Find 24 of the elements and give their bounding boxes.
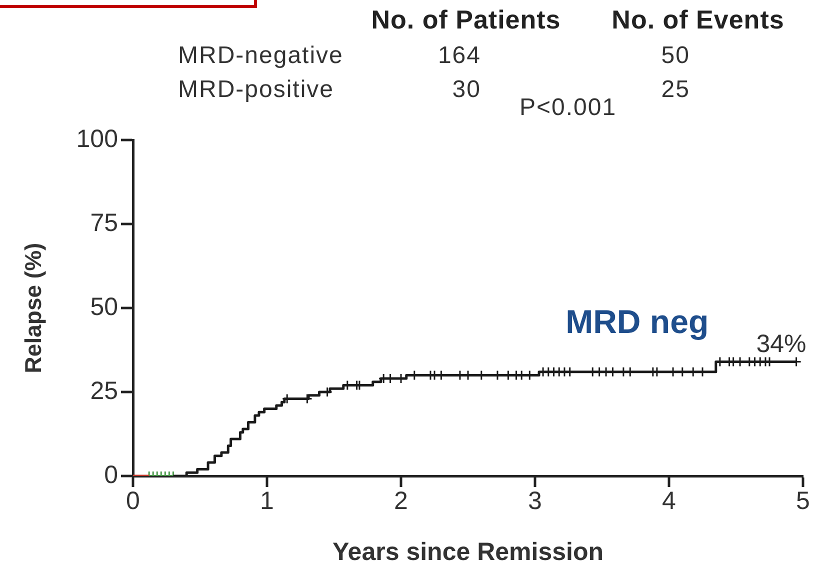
- text: 30: [452, 76, 481, 104]
- text: No. of Events: [612, 4, 784, 35]
- x-tick-label: 5: [796, 486, 810, 515]
- y-tick-label: 50: [90, 292, 118, 321]
- text: No. of Patients: [371, 4, 561, 35]
- x-tick-label: 1: [260, 486, 274, 515]
- y-tick-label: 0: [104, 460, 118, 489]
- y-tick-label: 75: [90, 208, 118, 237]
- text: 164: [438, 42, 481, 70]
- y-tick-label: 25: [90, 376, 118, 405]
- y-axis-title: Relapse (%): [20, 242, 46, 374]
- x-tick-label: 3: [528, 486, 542, 515]
- text: MRD-negative: [178, 42, 344, 70]
- series-label: MRD neg: [566, 302, 709, 340]
- annotation: 34%: [756, 330, 806, 358]
- text: 50: [661, 42, 690, 70]
- text: MRD-positive: [178, 76, 334, 104]
- x-axis-title: Years since Remission: [332, 538, 604, 566]
- x-tick-label: 0: [126, 486, 140, 515]
- text: 25: [661, 76, 690, 104]
- text: P<0.001: [519, 94, 617, 122]
- x-tick-label: 2: [394, 486, 408, 515]
- x-tick-label: 4: [662, 486, 676, 515]
- y-tick-label: 100: [76, 124, 118, 153]
